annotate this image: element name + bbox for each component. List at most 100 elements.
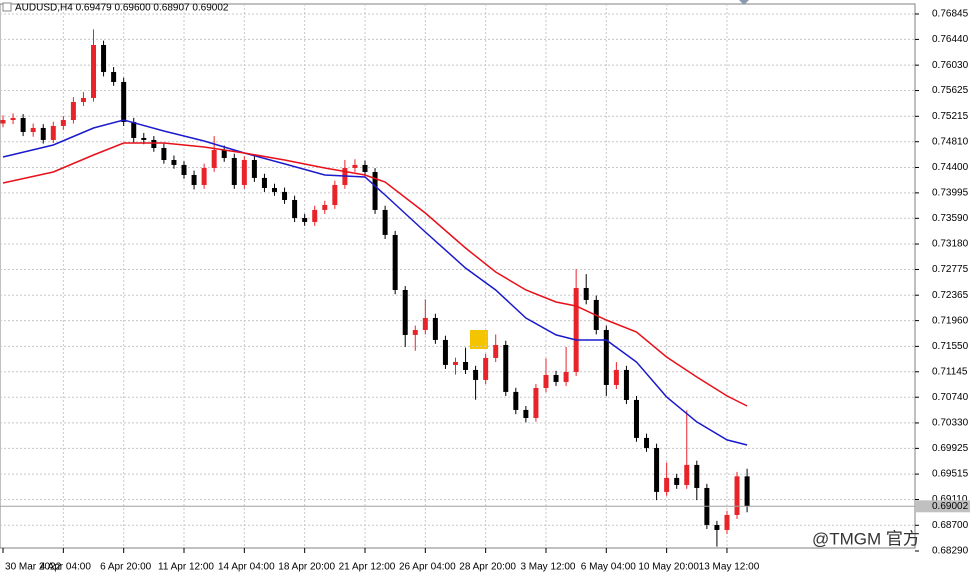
candle-body (513, 391, 519, 410)
x-tick-label: 3 May 12:00 (520, 562, 575, 573)
candle-body (382, 209, 388, 235)
candle-body (573, 287, 579, 372)
candle-body (654, 447, 660, 492)
x-tick-label: 26 Apr 04:00 (399, 562, 456, 573)
candle-body (221, 149, 227, 158)
labels: 0.76845 0.76440 0.76030 0.75625 0.75215 0.748… (2, 9, 970, 573)
candle-body (744, 476, 750, 507)
candle-body (372, 171, 378, 210)
y-tick-label: 0.69515 (932, 469, 969, 480)
plot-frame (0, 3, 916, 549)
y-tick-label: 0.69925 (932, 443, 969, 454)
y-tick-label: 0.71550 (932, 341, 969, 352)
candle-body (724, 514, 730, 530)
candle-body (251, 159, 257, 178)
candle-body (714, 524, 720, 530)
candle-body (473, 369, 479, 380)
candle-body (261, 177, 267, 188)
y-tick-label: 0.71145 (932, 366, 968, 377)
candle-body (694, 464, 700, 488)
candle-body (543, 374, 549, 388)
candle-body (80, 97, 86, 102)
y-tick-label: 0.71960 (932, 315, 969, 326)
y-tick-label: 0.73590 (932, 213, 969, 224)
moving-average-line (2, 142, 748, 407)
candle-body (563, 371, 569, 382)
candle-body (644, 437, 650, 448)
x-tick-label: 11 Apr 12:00 (158, 562, 214, 573)
candle-body (191, 174, 197, 185)
y-tick-label: 0.72775 (932, 264, 969, 275)
candle-body (181, 164, 187, 175)
candle-body (70, 101, 76, 121)
y-tick-label: 0.70740 (932, 392, 969, 403)
candle-body (493, 344, 499, 358)
candle-body (674, 477, 680, 485)
y-tick-label: 0.72365 (932, 290, 969, 301)
y-tick-label: 0.74400 (932, 162, 969, 173)
candle-body (483, 357, 489, 380)
candle-body (452, 361, 458, 365)
x-tick-label: 18 Apr 20:00 (278, 562, 335, 573)
y-tick-label: 0.76845 (932, 9, 969, 20)
candle-body (613, 369, 619, 385)
x-tick-label: 30 Mar 2022 (5, 562, 62, 573)
candle-body (50, 125, 56, 140)
candle-body (171, 159, 177, 165)
candle-body (332, 184, 338, 205)
candle-body (231, 157, 237, 185)
candle-body (664, 477, 670, 492)
candle-body (312, 209, 318, 222)
candle-body (40, 127, 46, 140)
candle-body (442, 339, 448, 365)
candle-body (523, 409, 529, 418)
x-tick-label: 6 May 04:00 (581, 562, 636, 573)
candle-body (553, 374, 559, 382)
last-price-box (916, 500, 970, 513)
candle-body (111, 71, 117, 82)
candle-body (422, 317, 428, 330)
y-tick-label: 0.70330 (932, 418, 969, 429)
candle-body (272, 187, 277, 192)
y-tick-label: 0.74810 (932, 136, 969, 147)
candle-body (121, 81, 127, 122)
candle-body (362, 164, 368, 172)
candle-body (201, 167, 207, 185)
candle-body (211, 149, 217, 168)
candle-body (20, 117, 26, 132)
x-tick-label: 13 May 12:00 (699, 562, 760, 573)
x-tick-label: 10 May 20:00 (638, 562, 699, 573)
candle-body (623, 369, 629, 400)
y-tick-label: 0.75625 (932, 85, 969, 96)
last-price-label: 0.69002 (932, 501, 969, 512)
candle-body (292, 199, 298, 218)
candle-body (282, 191, 288, 200)
candle-body (30, 127, 36, 132)
watermark: @TMGM 官方 (812, 529, 920, 548)
x-tick-label: 4 Apr 04:00 (40, 562, 92, 573)
candle-body (141, 137, 147, 140)
candle-body (322, 204, 328, 210)
candle-body (101, 44, 107, 72)
moving-average-line (2, 119, 748, 446)
candle-body (161, 147, 167, 160)
y-tick-label: 0.73995 (932, 188, 969, 199)
x-tick-label: 6 Apr 20:00 (100, 562, 152, 573)
candle-body (91, 44, 97, 98)
candle-body (131, 121, 137, 138)
candle-body (533, 387, 539, 418)
candle-body (432, 317, 438, 340)
header-icon (2, 2, 12, 12)
candle-body (412, 329, 418, 335)
x-tick-label: 21 Apr 12:00 (339, 562, 396, 573)
candle-body (684, 464, 690, 485)
candle-body (10, 117, 16, 121)
x-tick-label: 14 Apr 04:00 (218, 562, 275, 573)
y-tick-label: 0.68700 (932, 520, 969, 531)
candle-body (463, 361, 469, 370)
grid (0, 4, 915, 548)
candle-body (402, 289, 408, 335)
y-tick-label: 0.73180 (932, 239, 969, 250)
y-tick-label: 0.76440 (932, 34, 969, 45)
